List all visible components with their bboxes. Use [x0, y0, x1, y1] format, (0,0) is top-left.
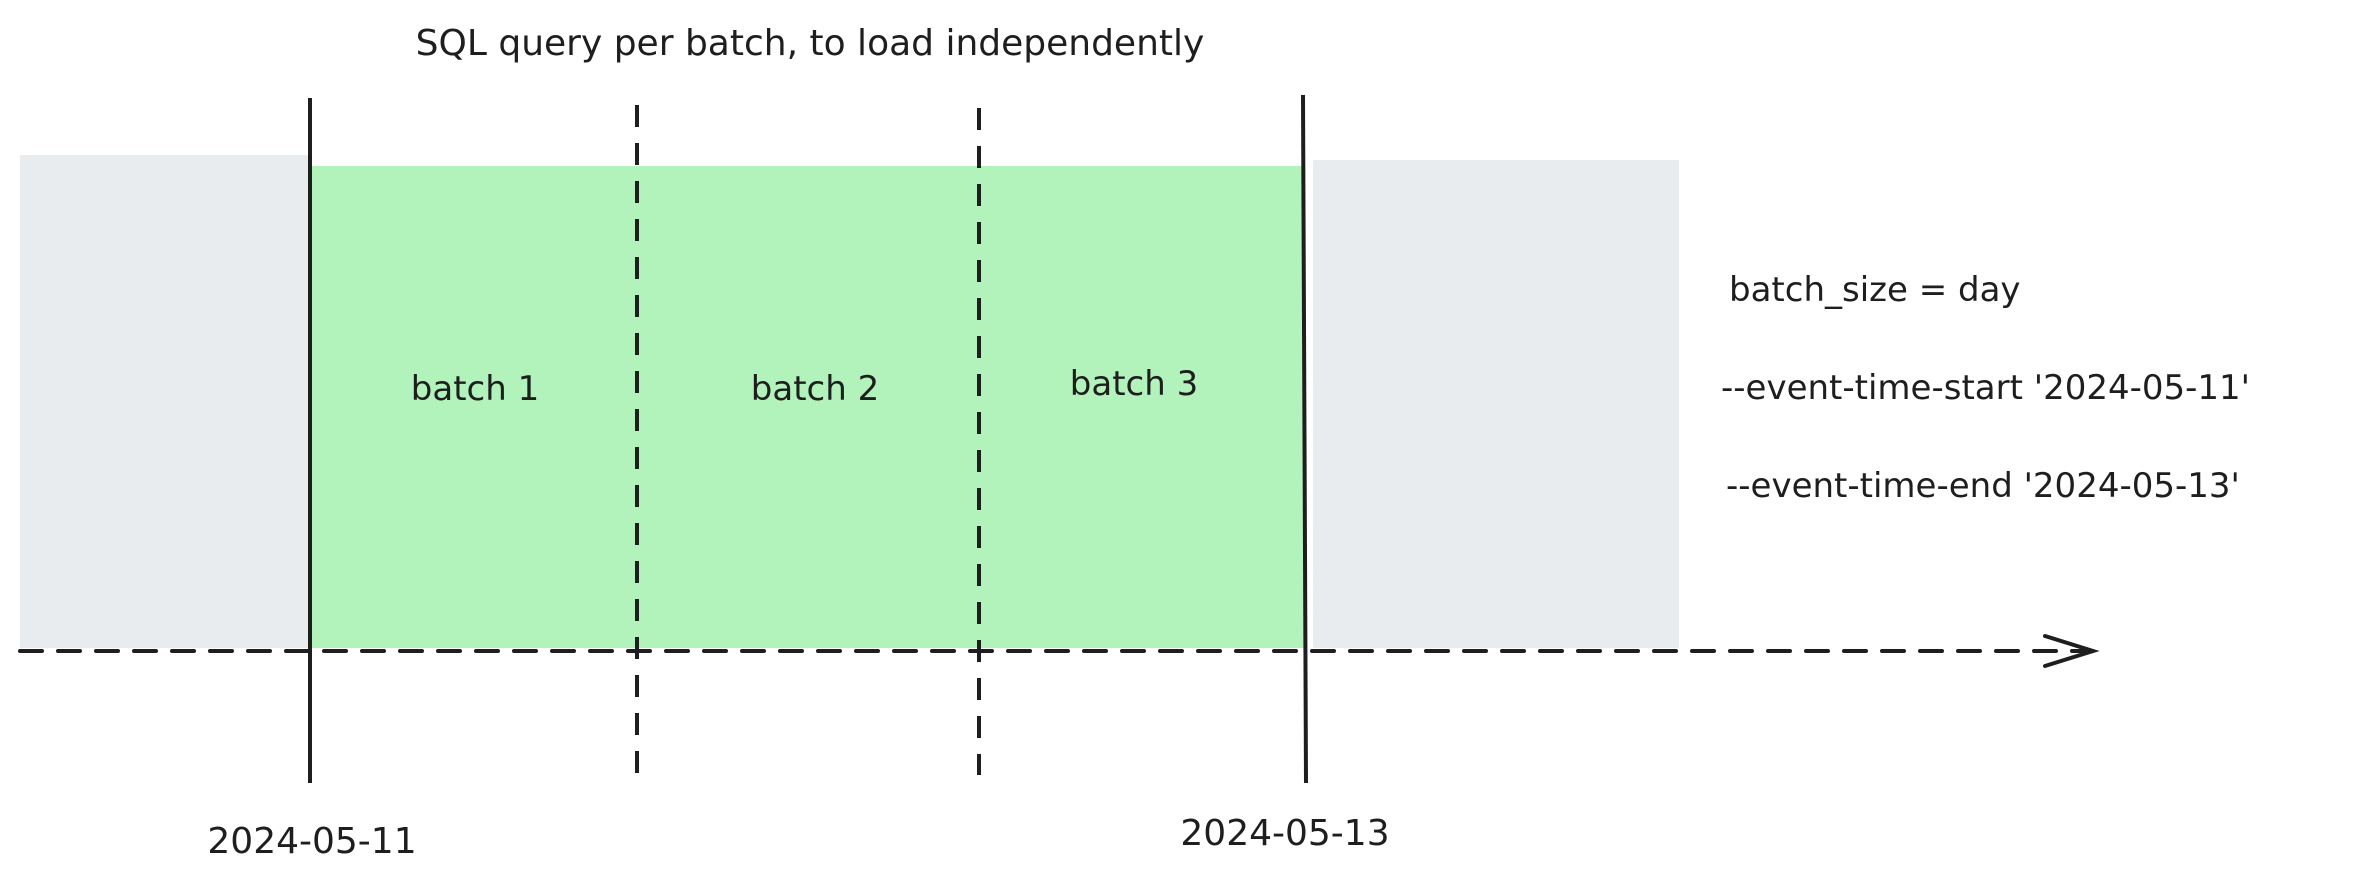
outside-range-left — [20, 155, 312, 648]
outside-range-right — [1313, 160, 1679, 648]
event-time-end-label: --event-time-end '2024-05-13' — [1726, 466, 2240, 506]
start-date-label: 2024-05-11 — [207, 821, 416, 862]
event-time-start-label: --event-time-start '2024-05-11' — [1721, 368, 2250, 408]
end-date-label: 2024-05-13 — [1180, 813, 1389, 854]
batch-1-label: batch 1 — [411, 369, 539, 409]
batch-3-label: batch 3 — [1070, 364, 1198, 404]
batch-size-label: batch_size = day — [1729, 270, 2021, 310]
end-boundary — [1301, 94, 1308, 784]
diagram-title: SQL query per batch, to load independent… — [416, 23, 1205, 64]
selected-range — [312, 166, 1304, 648]
axis-arrowhead-icon — [2043, 634, 2100, 668]
batch-2-label: batch 2 — [751, 369, 879, 409]
